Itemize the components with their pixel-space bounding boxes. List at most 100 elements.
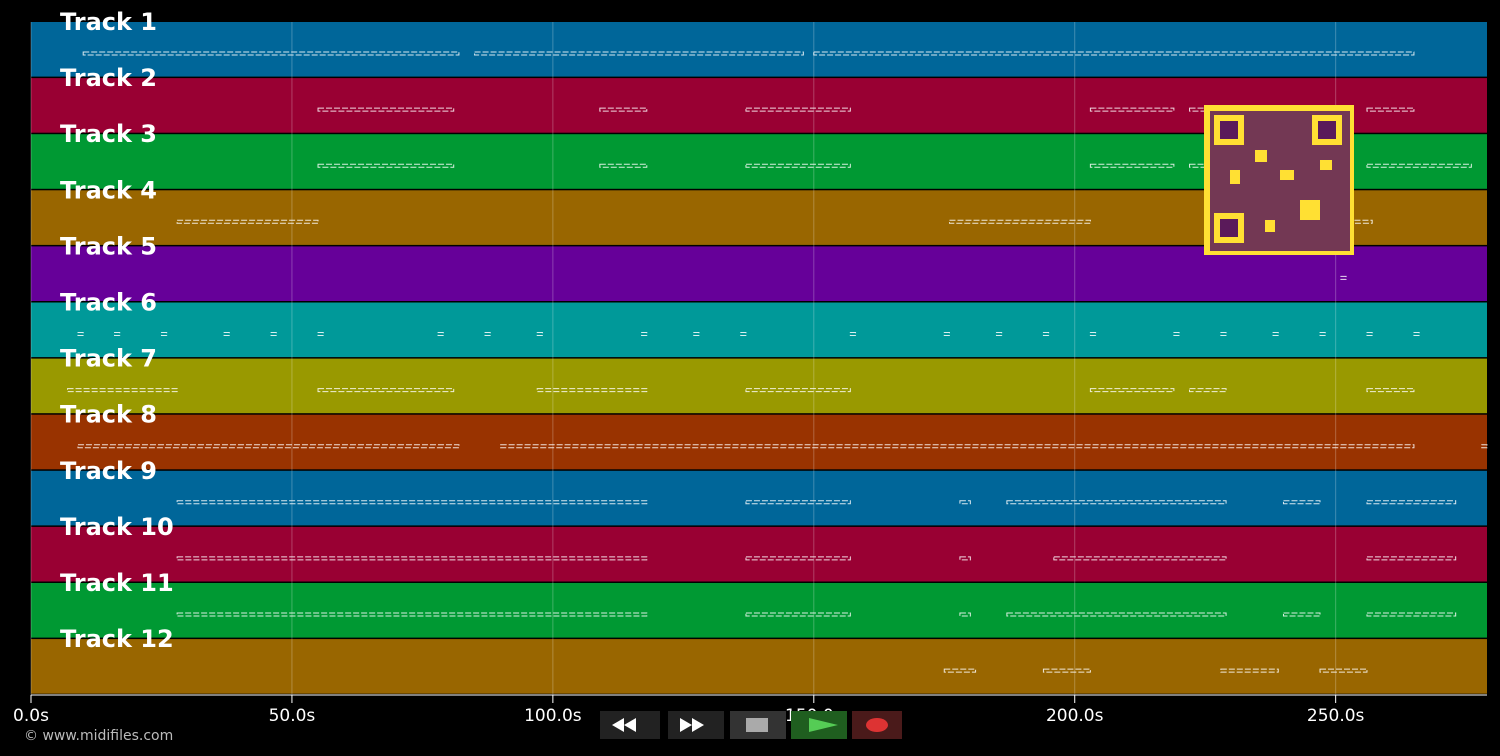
forward-icon — [680, 718, 704, 732]
note-group — [1189, 388, 1227, 393]
track-band — [31, 302, 1487, 358]
note-group — [1366, 500, 1457, 505]
track-label: Track 5 — [60, 232, 157, 260]
tick-label: 200.0s — [1046, 706, 1104, 726]
note-group — [693, 332, 700, 336]
note-group — [1366, 556, 1457, 561]
note-group — [536, 332, 543, 336]
note-group — [740, 332, 747, 336]
note-group — [1006, 500, 1227, 505]
track-label: Track 10 — [60, 513, 174, 541]
track-label: Track 9 — [60, 457, 157, 485]
qr-code — [1204, 105, 1354, 255]
stop-icon — [746, 718, 768, 732]
note-group — [745, 556, 851, 561]
note-group — [1319, 668, 1368, 673]
note-group — [1272, 332, 1279, 336]
note-group — [1366, 163, 1472, 168]
note-group — [943, 668, 977, 673]
tick-label: 100.0s — [524, 706, 582, 726]
track-label: Track 3 — [60, 120, 157, 148]
note-group — [1089, 388, 1175, 393]
rewind-icon — [612, 718, 636, 732]
note-group — [1089, 163, 1175, 168]
note-group — [474, 51, 804, 56]
track-band — [31, 358, 1487, 414]
note-group — [1366, 107, 1415, 112]
tick-label: 250.0s — [1307, 706, 1365, 726]
note-group — [317, 107, 455, 112]
track-band — [31, 526, 1487, 582]
note-group — [1006, 612, 1227, 617]
labels: Track 1 Track 2 Track 3 Track 4 Track 5 Track… — [60, 8, 174, 653]
note-group — [484, 332, 491, 336]
note-group — [959, 612, 971, 617]
note-group — [317, 163, 455, 168]
note-group — [849, 332, 857, 336]
track-label: Track 12 — [60, 625, 174, 653]
note-group — [270, 332, 277, 336]
track-label: Track 2 — [60, 64, 157, 92]
notes — [67, 51, 1488, 673]
note-group — [745, 388, 851, 393]
note-group — [745, 163, 851, 168]
track-band — [31, 639, 1487, 694]
note-group — [113, 332, 121, 336]
note-group — [1042, 668, 1091, 673]
note-group — [745, 107, 851, 112]
note-group — [1173, 332, 1180, 336]
note-group — [176, 612, 648, 617]
note-group — [176, 500, 648, 505]
note-group — [1089, 107, 1175, 112]
copyright: © www.midifiles.com — [24, 728, 173, 744]
track-band — [31, 22, 1487, 77]
note-group — [1366, 388, 1415, 393]
note-group — [1340, 275, 1347, 280]
note-group — [1366, 612, 1457, 617]
track-label: Track 1 — [60, 8, 157, 36]
note-group — [599, 107, 648, 112]
tick-label: 50.0s — [269, 706, 316, 726]
note-group — [500, 444, 1415, 449]
note-group — [82, 51, 460, 56]
note-group — [745, 500, 851, 505]
note-group — [176, 556, 648, 561]
note-group — [437, 332, 444, 336]
note-group — [959, 500, 971, 505]
track-label: Track 7 — [60, 345, 157, 373]
track-label: Track 8 — [60, 401, 157, 429]
track-band — [31, 246, 1487, 301]
note-group — [1366, 332, 1373, 336]
note-group — [943, 332, 950, 336]
note-group — [1220, 668, 1279, 673]
note-group — [641, 332, 648, 336]
note-group — [160, 332, 168, 336]
note-group — [1481, 444, 1488, 449]
play-icon — [809, 718, 838, 732]
note-group — [959, 556, 971, 561]
note-group — [317, 332, 324, 336]
track-band — [31, 414, 1487, 470]
track-label: Track 6 — [60, 289, 157, 317]
note-group — [1413, 332, 1420, 336]
note-group — [1282, 612, 1321, 617]
note-group — [1282, 500, 1321, 505]
note-group — [77, 332, 84, 336]
note-group — [813, 51, 1415, 56]
note-group — [1319, 332, 1326, 336]
track-label: Track 11 — [60, 569, 174, 597]
note-group — [599, 163, 648, 168]
note-group — [223, 332, 230, 336]
note-group — [1220, 332, 1227, 336]
note-group — [1089, 332, 1097, 336]
transport — [600, 711, 902, 739]
note-group — [317, 388, 455, 393]
track-band — [31, 583, 1487, 638]
record-icon — [866, 718, 888, 732]
note-group — [995, 332, 1003, 336]
note-group — [1053, 556, 1227, 561]
tick-label: 0.0s — [13, 706, 49, 726]
note-group — [745, 612, 851, 617]
